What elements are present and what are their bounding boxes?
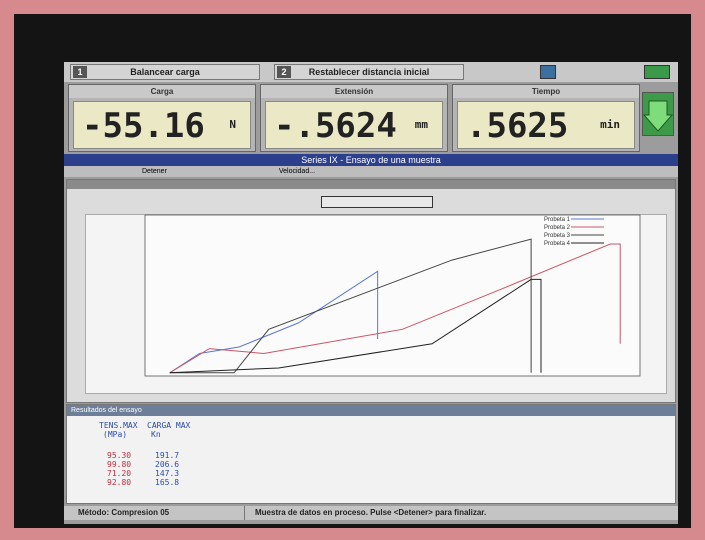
menu-item[interactable]: Velocidad... bbox=[278, 168, 316, 175]
button-label: Balancear carga bbox=[130, 67, 200, 77]
result-cell: 92.80 bbox=[107, 478, 132, 487]
icon[interactable] bbox=[540, 65, 556, 79]
column-unit: (MPa) bbox=[103, 430, 128, 439]
results-title: Resultados del ensayo bbox=[67, 405, 675, 416]
icon[interactable] bbox=[644, 65, 670, 79]
result-cell: 165.8 bbox=[155, 478, 180, 487]
column-header: TENS.MAX bbox=[99, 421, 138, 430]
menu-bar: Detener Velocidad... bbox=[64, 166, 678, 177]
readout-unit: min bbox=[600, 118, 620, 131]
data-line bbox=[169, 238, 532, 374]
legend-label: Probeta 1 bbox=[544, 217, 571, 223]
column-header: CARGA MAX bbox=[147, 421, 191, 430]
status-bar: Método: Compresion 05 Muestra de datos e… bbox=[64, 506, 678, 520]
legend-label: Probeta 4 bbox=[544, 241, 571, 247]
result-cell: 191.7 bbox=[155, 451, 180, 460]
button[interactable] bbox=[321, 196, 433, 208]
button-number: 2 bbox=[277, 66, 291, 78]
readout-label: Carga bbox=[69, 85, 255, 98]
readout-value: -.5624 bbox=[274, 106, 397, 146]
status-method: Método: Compresion 05 bbox=[78, 508, 170, 517]
screen: 1 Balancear carga 2 Restablecer distanci… bbox=[64, 62, 678, 524]
legend-label: Probeta 3 bbox=[544, 233, 571, 239]
readout-display: -55.16 N bbox=[73, 101, 251, 149]
result-cell: 206.6 bbox=[155, 460, 180, 469]
result-cell: 71.20 bbox=[107, 469, 132, 478]
arrow-icon bbox=[642, 100, 674, 132]
window-title: Series IX - Ensayo de una muestra bbox=[64, 154, 678, 166]
readout-panel: Carga -55.16 N bbox=[68, 84, 256, 152]
button-label: Restablecer distancia inicial bbox=[308, 67, 430, 77]
plot-area bbox=[144, 214, 641, 377]
chart-window-titlebar bbox=[67, 180, 675, 189]
readout-panel: Tiempo .5625 min bbox=[452, 84, 640, 152]
go-arrow[interactable] bbox=[642, 92, 674, 136]
readout-value: .5625 bbox=[466, 106, 569, 146]
result-cell: 147.3 bbox=[155, 469, 180, 478]
readout-unit: N bbox=[229, 118, 236, 131]
button-number: 1 bbox=[73, 66, 87, 78]
readout-label: Tiempo bbox=[453, 85, 639, 98]
results-table: TENS.MAX (MPa) CARGA MAX Kn 95.30 191.7 99.80 2… bbox=[87, 421, 287, 501]
readout-label: Extensión bbox=[261, 85, 447, 98]
menu-item[interactable]: Detener bbox=[142, 168, 167, 175]
data-line bbox=[169, 270, 379, 374]
readout-display: .5625 min bbox=[457, 101, 635, 149]
readout-unit: mm bbox=[414, 118, 428, 131]
result-cell: 95.30 bbox=[107, 451, 132, 460]
button[interactable]: 1 Balancear carga bbox=[70, 64, 260, 80]
readout-value: -55.16 bbox=[82, 106, 205, 146]
button[interactable]: 2 Restablecer distancia inicial bbox=[274, 64, 464, 80]
legend-label: Probeta 2 bbox=[544, 225, 571, 231]
column-unit: Kn bbox=[151, 430, 161, 439]
readout-panel: Extensión -.5624 mm bbox=[260, 84, 448, 152]
result-cell: 99.80 bbox=[107, 460, 132, 469]
data-line bbox=[169, 278, 542, 374]
chart: Probeta 1 Probeta 2 Probeta 3 Probeta 4 bbox=[144, 214, 641, 377]
results-window: Resultados del ensayo TENS.MAX (MPa) CARGA… bbox=[66, 404, 676, 504]
status-message: Muestra de datos en proceso. Pulse <Dete… bbox=[244, 506, 486, 520]
readout-display: -.5624 mm bbox=[265, 101, 443, 149]
data-line bbox=[169, 243, 621, 374]
